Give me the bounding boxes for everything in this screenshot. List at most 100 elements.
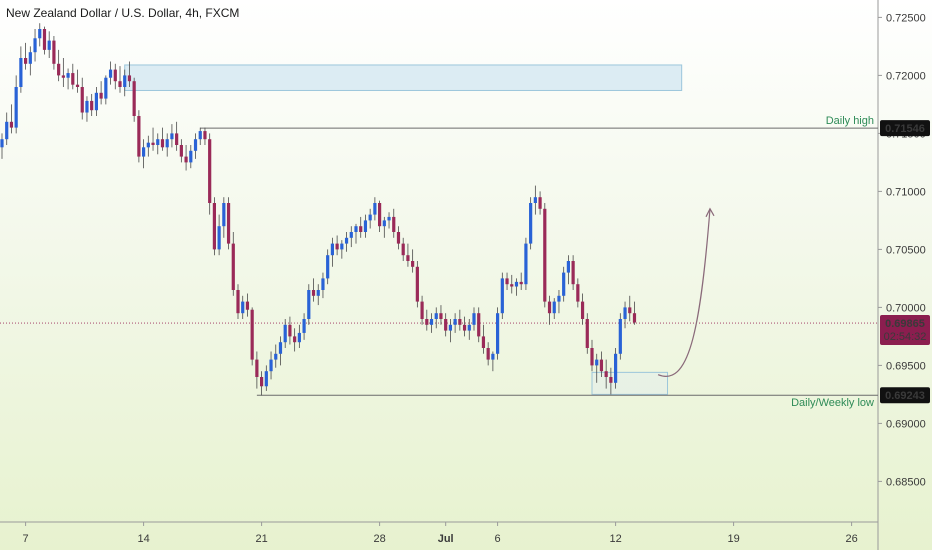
candle-up bbox=[297, 332, 301, 343]
candle-down bbox=[519, 281, 523, 285]
time-tick-label: 12 bbox=[609, 533, 621, 545]
candle-up bbox=[33, 38, 37, 53]
candle-down bbox=[576, 284, 580, 302]
level-note-label: Daily high bbox=[826, 115, 874, 127]
candle-up bbox=[278, 342, 283, 354]
candle-down bbox=[90, 100, 94, 111]
candle-down bbox=[599, 359, 604, 372]
time-tick-label: 19 bbox=[727, 533, 739, 545]
candle-down bbox=[628, 307, 632, 314]
candle-down bbox=[71, 73, 75, 85]
candle-up bbox=[500, 278, 504, 314]
candle-up bbox=[453, 319, 457, 325]
candle-down bbox=[175, 133, 179, 145]
candle-up bbox=[557, 295, 561, 302]
candle-down bbox=[477, 313, 481, 337]
time-tick-label: 14 bbox=[137, 533, 149, 545]
candle-down bbox=[439, 313, 443, 319]
level-price-label: 0.71546 bbox=[885, 123, 925, 135]
candle-up bbox=[623, 307, 627, 319]
candle-up bbox=[104, 77, 108, 99]
candle-up bbox=[552, 301, 556, 314]
candle-down bbox=[250, 309, 254, 360]
candle-down bbox=[311, 290, 316, 296]
candle-down bbox=[458, 319, 462, 325]
time-tick-label: 7 bbox=[23, 533, 29, 545]
candle-up bbox=[283, 324, 287, 343]
current-price-badge bbox=[880, 315, 930, 346]
candle-up bbox=[373, 203, 377, 215]
candle-up bbox=[170, 133, 174, 140]
candle-up bbox=[614, 353, 618, 383]
candle-down bbox=[75, 84, 80, 87]
candle-up bbox=[529, 203, 533, 244]
candle-down bbox=[604, 371, 608, 377]
time-tick-label: 6 bbox=[495, 533, 501, 545]
candle-down bbox=[260, 377, 264, 387]
candle-up bbox=[85, 100, 89, 113]
candle-down bbox=[585, 319, 589, 348]
candle-up bbox=[198, 131, 202, 140]
price-tick-label: 0.68500 bbox=[886, 476, 926, 488]
price-tick-label: 0.72500 bbox=[886, 12, 926, 24]
candle-down bbox=[396, 232, 401, 244]
candle-up bbox=[618, 319, 622, 354]
candle-down bbox=[392, 216, 396, 232]
price-tick-label: 0.71000 bbox=[886, 186, 926, 198]
level-price-badge bbox=[880, 387, 930, 404]
chart-title: New Zealand Dollar / U.S. Dollar, 4h, FX… bbox=[6, 6, 240, 20]
level-price-badge bbox=[880, 120, 930, 137]
candle-down bbox=[132, 81, 136, 116]
candle-up bbox=[47, 40, 51, 50]
candle-down bbox=[462, 324, 467, 331]
candle-down bbox=[543, 208, 547, 302]
candle-up bbox=[472, 313, 476, 325]
candle-down bbox=[571, 261, 575, 285]
candle-down bbox=[415, 266, 419, 302]
candle-up bbox=[94, 92, 98, 111]
time-tick-label: 26 bbox=[845, 533, 857, 545]
candle-up bbox=[302, 319, 306, 333]
price-tick-label: 0.72000 bbox=[886, 70, 926, 82]
candle-up bbox=[142, 147, 146, 157]
candle-down bbox=[179, 145, 183, 157]
current-price-label: 0.69865 bbox=[885, 318, 925, 330]
candle-up bbox=[448, 324, 452, 331]
candle-up bbox=[524, 243, 528, 285]
candle-down bbox=[632, 313, 637, 323]
candle-up bbox=[321, 278, 325, 290]
candle-up bbox=[193, 139, 198, 151]
candle-up bbox=[264, 371, 268, 387]
candle-up bbox=[146, 142, 150, 148]
candle-down bbox=[113, 69, 117, 82]
candle-up bbox=[467, 324, 471, 331]
candle-down bbox=[245, 301, 250, 310]
time-tick-label: Jul bbox=[438, 533, 454, 545]
candle-up bbox=[165, 139, 169, 148]
candle-up bbox=[5, 121, 9, 140]
candle-down bbox=[510, 284, 514, 287]
candle-down bbox=[580, 301, 585, 319]
candle-up bbox=[217, 226, 221, 250]
candle-up bbox=[533, 197, 537, 203]
price-tick-label: 0.69500 bbox=[886, 360, 926, 372]
candle-up bbox=[14, 87, 18, 128]
candle-up bbox=[595, 359, 599, 366]
candle-down bbox=[444, 319, 448, 331]
candle-up bbox=[326, 255, 330, 279]
candle-up bbox=[19, 58, 23, 87]
candle-down bbox=[255, 359, 259, 377]
time-tick-label: 21 bbox=[255, 533, 267, 545]
candle-down bbox=[335, 243, 339, 250]
candle-down bbox=[61, 75, 65, 78]
candle-down bbox=[481, 336, 486, 348]
candle-up bbox=[269, 359, 273, 372]
candle-up bbox=[566, 261, 570, 273]
candle-down bbox=[57, 63, 61, 76]
candle-down bbox=[151, 142, 155, 145]
candle-down bbox=[42, 29, 47, 50]
candle-up bbox=[344, 237, 349, 244]
candle-up bbox=[368, 214, 372, 221]
